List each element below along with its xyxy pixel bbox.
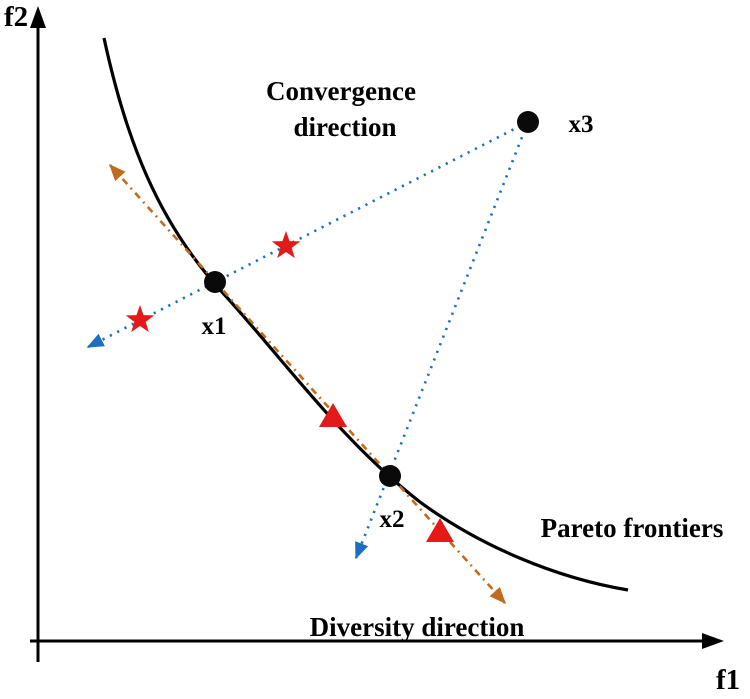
star-marker-1: [125, 305, 155, 333]
solution-point-x1: [204, 271, 226, 293]
y-axis-arrow-icon: [30, 6, 46, 28]
y-axis-label: f2: [4, 1, 28, 33]
x-axis-arrow-icon: [702, 633, 724, 649]
diversity-direction-label: Diversity direction: [310, 612, 525, 642]
convergence-line-x3-x1: [86, 120, 529, 349]
star-marker-2: [271, 231, 301, 259]
convergence-direction-label-line2: direction: [294, 112, 397, 142]
triangle-marker-1: [319, 403, 347, 427]
convergence-line-x3-x2: [354, 121, 530, 560]
triangle-marker-2: [426, 518, 454, 542]
convergence-direction-label-line1: Convergence: [266, 76, 416, 106]
axes: [30, 6, 724, 662]
point-label-x3: x3: [569, 111, 594, 138]
point-label-x2: x2: [380, 506, 405, 533]
x-axis-label: f1: [716, 664, 740, 696]
markers-layer: x1 x2 x3: [125, 111, 594, 542]
pareto-frontiers-label: Pareto frontiers: [541, 513, 724, 543]
solution-point-x3: [517, 111, 539, 133]
point-label-x1: x1: [202, 313, 227, 340]
solution-point-x2: [379, 465, 401, 487]
